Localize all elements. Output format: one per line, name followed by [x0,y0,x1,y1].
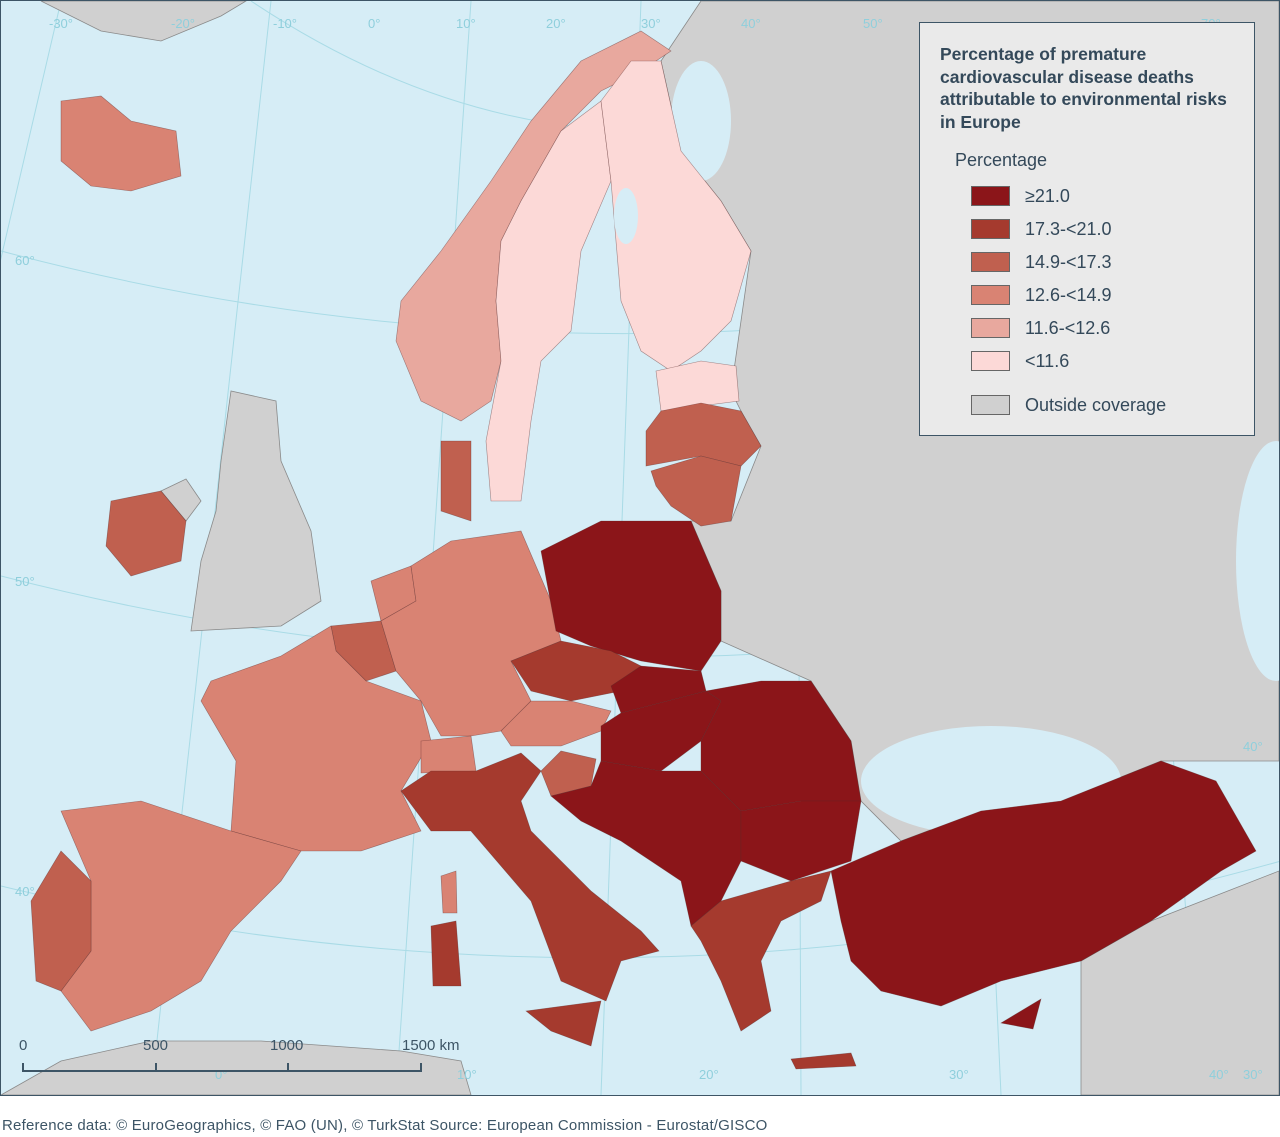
legend-label: 11.6-<12.6 [1025,317,1111,338]
legend-label: 12.6-<14.9 [1025,284,1112,305]
graticule-label-bottom: 40° [1209,1067,1229,1082]
graticule-label-bottom: 10° [457,1067,477,1082]
region-lithuania[interactable] [650,455,742,527]
legend-item: ≥21.0 [971,185,1070,207]
regions [30,30,1257,1070]
region-sicily[interactable] [525,1000,602,1047]
graticule-label-top: -30° [49,16,73,31]
region-italy[interactable] [400,752,660,1002]
region-sweden[interactable] [485,100,612,502]
graticule-label-top: -10° [273,16,297,31]
region-poland[interactable] [540,520,722,672]
legend-title: Percentage of premature cardiovascular d… [940,44,1227,132]
region-norway[interactable] [395,30,672,422]
region-slovakia[interactable] [610,665,707,714]
region-western-balkans[interactable] [550,760,742,927]
graticule-label-left: 40° [15,884,35,899]
graticule-line [395,1,472,1095]
graticule-label-top: 20° [546,16,566,31]
graticule-label-top: 30° [641,16,661,31]
legend-label: 14.9-<17.3 [1025,251,1112,272]
legend: Percentage of premature cardiovascular d… [919,22,1255,436]
footer-credits: Reference data: © EuroGeographics, © FAO… [2,1117,768,1134]
graticule-labels: -30°-20°-10°0°10°20°30°40°50°70°60°50°40… [15,16,1263,1082]
legend-item: <11.6 [971,350,1069,372]
graticule-label-left: 60° [15,253,35,268]
region-greece[interactable] [690,870,832,1032]
legend-label: ≥21.0 [1025,185,1070,206]
lake [614,188,638,244]
region-ireland[interactable] [105,490,187,577]
scale-label-0: 0 [19,1037,28,1054]
region-finland[interactable] [600,60,752,372]
region-turkey[interactable] [830,760,1257,1007]
legend-label: Outside coverage [1025,394,1167,415]
legend-item: 14.9-<17.3 [971,251,1112,273]
region-bulgaria[interactable] [740,800,862,882]
scale-label-1500: 1500 km [402,1037,460,1054]
region-crete[interactable] [790,1052,857,1070]
graticule-label-left: 50° [15,574,35,589]
legend-swatch [971,252,1010,272]
legend-swatch [971,351,1010,371]
outside-coverage-africa [1,1040,472,1095]
region-cyprus[interactable] [1000,998,1042,1030]
region-iceland[interactable] [60,95,182,192]
graticule-label-bottom: 20° [699,1067,719,1082]
region-estonia[interactable] [655,360,740,412]
legend-swatch [971,186,1010,206]
legend-swatch [971,395,1010,415]
legend-label: <11.6 [1025,350,1070,371]
region-sardinia[interactable] [430,920,462,987]
outside-coverage-uk [190,390,322,632]
legend-item-outside: Outside coverage [971,394,1166,416]
graticule-label-top: 50° [863,16,883,31]
graticule-label-right: 30° [1243,1067,1263,1082]
legend-swatch [971,219,1010,239]
scale-bar [22,1063,422,1072]
graticule-label-top: 0° [368,16,380,31]
region-denmark[interactable] [440,440,472,522]
region-slovenia[interactable] [540,750,597,797]
white-sea [671,61,731,181]
legend-swatch [971,285,1010,305]
graticule-label-bottom: 0° [215,1067,227,1082]
scale-label-500: 500 [143,1037,169,1054]
legend-subtitle: Percentage [955,150,1048,170]
scale-label-1000: 1000 [270,1037,304,1054]
region-austria[interactable] [500,700,612,747]
legend-label: 17.3-<21.0 [1025,218,1112,239]
outside-coverage-middle-east [1080,870,1279,1095]
graticule-label-top: 40° [741,16,761,31]
caspian-sea [1236,441,1279,681]
legend-swatch [971,318,1010,338]
graticule-label-top: 10° [456,16,476,31]
legend-item: 12.6-<14.9 [971,284,1112,306]
graticule-label-top: -20° [171,16,195,31]
graticule-label-bottom: 30° [949,1067,969,1082]
region-portugal[interactable] [30,850,92,992]
outside-coverage-greenland [40,1,247,42]
region-latvia[interactable] [645,402,762,467]
region-corsica[interactable] [440,870,458,914]
legend-item: 17.3-<21.0 [971,218,1112,240]
graticule-label-right: 40° [1243,739,1263,754]
legend-item: 11.6-<12.6 [971,317,1110,339]
region-switzerland[interactable] [420,735,477,774]
